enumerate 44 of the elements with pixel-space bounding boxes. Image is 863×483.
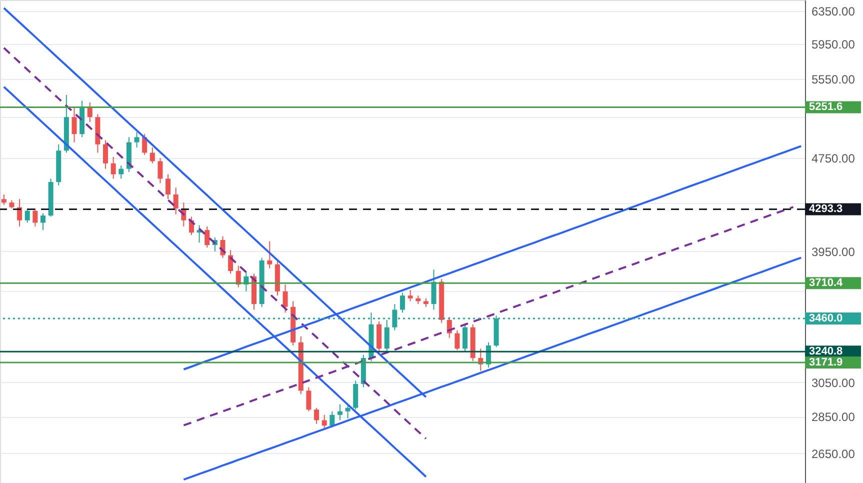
ref-line-label: 4293.3 <box>809 203 843 216</box>
candlestick <box>462 324 468 352</box>
candlestick <box>1 194 6 206</box>
candlestick <box>330 410 335 428</box>
y-tick-label: 5550.00 <box>812 72 856 87</box>
candlestick <box>337 404 342 421</box>
y-tick-label: 2650.00 <box>812 447 856 461</box>
candlestick <box>158 158 163 184</box>
candlestick <box>204 226 210 248</box>
candlestick <box>72 106 77 143</box>
candlestick <box>173 187 178 215</box>
candlestick <box>103 140 108 170</box>
ref-line-label: 5251.6 <box>809 101 843 114</box>
candlestick <box>353 380 358 410</box>
candlestick <box>314 407 320 424</box>
candlestick <box>322 414 327 430</box>
y-tick-label: 3950.00 <box>812 244 856 259</box>
ref-line-label: 3240.8 <box>809 346 843 358</box>
candlestick <box>24 209 30 224</box>
ref-line-label: 3171.9 <box>809 356 843 368</box>
candlestick <box>431 269 436 310</box>
y-tick-label: 2850.00 <box>812 410 856 424</box>
y-tick-label: 3050.00 <box>812 376 856 390</box>
y-tick-label: 6350.00 <box>812 4 856 19</box>
candlestick <box>150 146 155 164</box>
candlestick <box>110 156 116 180</box>
candlestick <box>32 208 38 227</box>
y-tick-label: 5950.00 <box>812 37 856 52</box>
candlestick <box>118 165 124 180</box>
candlestick <box>134 132 140 148</box>
candlestick <box>40 212 46 231</box>
candlestick <box>282 284 288 314</box>
candlestick <box>345 404 350 419</box>
candlestick <box>384 319 390 352</box>
candlestick <box>306 386 312 412</box>
ref-line-label: 3710.4 <box>809 277 844 290</box>
ref-line-label: 3460.0 <box>809 312 843 324</box>
candlestick <box>166 174 171 200</box>
candlestick <box>400 292 405 314</box>
candlestick <box>17 198 22 227</box>
y-tick-label: 4750.00 <box>812 152 856 166</box>
candlestick <box>454 330 460 351</box>
candlestick <box>408 290 413 302</box>
candlestick <box>267 240 272 269</box>
